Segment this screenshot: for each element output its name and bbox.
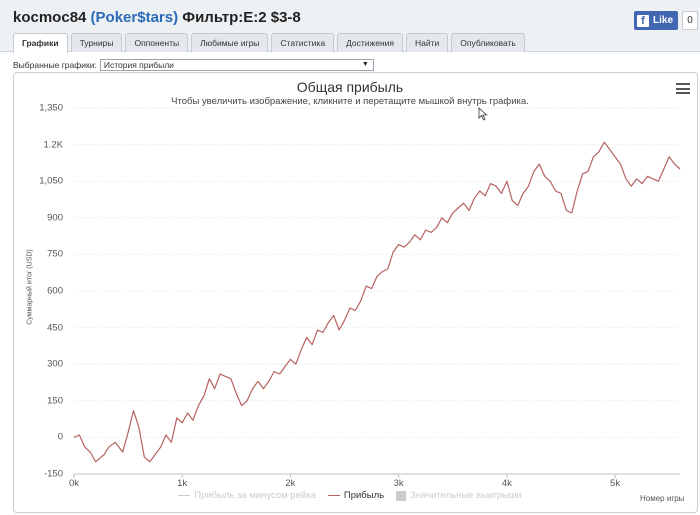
y-axis-label: Суммарный итог (USD): [26, 249, 34, 325]
y-tick-label: 1,050: [39, 175, 63, 187]
tab-6[interactable]: Найти: [406, 33, 449, 52]
y-tick-label: 750: [47, 248, 63, 260]
legend-symbol: [178, 495, 191, 496]
legend-label: Прибыль за минусом рейка: [194, 490, 316, 501]
x-tick-label: 3k: [393, 478, 404, 489]
player-name: kocmoc84: [13, 9, 87, 26]
y-tick-label: 600: [47, 285, 63, 297]
tab-4[interactable]: Статистика: [271, 33, 335, 52]
mouse-cursor-icon: [478, 107, 488, 121]
y-tick-label: 900: [47, 212, 63, 224]
tab-2[interactable]: Оппоненты: [125, 33, 189, 52]
facebook-icon: f: [637, 14, 649, 27]
x-axis-label: Номер игры: [640, 494, 685, 503]
graph-selector-row: Выбранные графики: История прибыли ▼: [13, 59, 374, 71]
chart-container[interactable]: [13, 72, 698, 513]
site-link[interactable]: (Poker$tars): [90, 9, 179, 26]
tab-0[interactable]: Графики: [13, 33, 68, 53]
x-tick-label: 2k: [285, 478, 296, 489]
facebook-like-label: Like: [653, 15, 674, 26]
dropdown-arrow-icon: ▼: [361, 61, 369, 68]
chart-menu-icon[interactable]: [676, 83, 690, 94]
y-tick-label: 300: [47, 358, 63, 370]
facebook-like-count: 0: [682, 11, 699, 30]
x-tick-label: 4k: [501, 478, 512, 489]
legend-symbol: [327, 495, 340, 496]
tab-5[interactable]: Достижения: [337, 33, 404, 52]
chart-subtitle: Чтобы увеличить изображение, кликните и …: [171, 96, 529, 107]
legend-label: Значительные выигрыши: [410, 490, 522, 501]
y-tick-label: 1,350: [39, 102, 63, 114]
graph-selector-label: Выбранные графики:: [13, 60, 97, 70]
legend-item-0[interactable]: Прибыль за минусом рейка: [178, 490, 316, 501]
legend-symbol: [396, 490, 407, 501]
y-tick-label: -150: [43, 468, 63, 480]
page-title: kocmoc84 (Poker$tars) Фильтр:E:2 $3-8: [13, 9, 301, 26]
y-tick-label: 0: [57, 431, 63, 443]
tab-3[interactable]: Любимые игры: [191, 33, 269, 52]
tab-1[interactable]: Турниры: [70, 33, 123, 52]
x-tick-label: 1k: [177, 478, 188, 489]
graph-select-value: История прибыли: [103, 60, 174, 70]
legend-item-1[interactable]: Прибыль: [327, 490, 385, 501]
x-tick-label: 0k: [68, 478, 80, 489]
facebook-like-button[interactable]: f Like: [634, 11, 679, 30]
tab-bar: Графики Турниры Оппоненты Любимые игры Стати…: [13, 33, 528, 53]
y-tick-label: 150: [47, 395, 63, 407]
x-tick-label: 5k: [610, 478, 621, 489]
graph-select[interactable]: История прибыли ▼: [99, 59, 374, 71]
legend-label: Прибыль: [343, 490, 385, 501]
tab-7[interactable]: Опубликовать: [451, 33, 525, 52]
chart-legend: Прибыль за минусом рейка Прибыль Значитель…: [0, 490, 700, 501]
filter-text: Фильтр:E:2 $3-8: [182, 9, 301, 26]
facebook-like-widget: f Like 0: [634, 11, 699, 30]
y-tick-label: 1.2K: [43, 139, 63, 151]
legend-item-2[interactable]: Значительные выигрыши: [396, 490, 522, 501]
y-tick-label: 450: [47, 322, 63, 334]
chart-title: Общая прибыль: [296, 79, 404, 95]
